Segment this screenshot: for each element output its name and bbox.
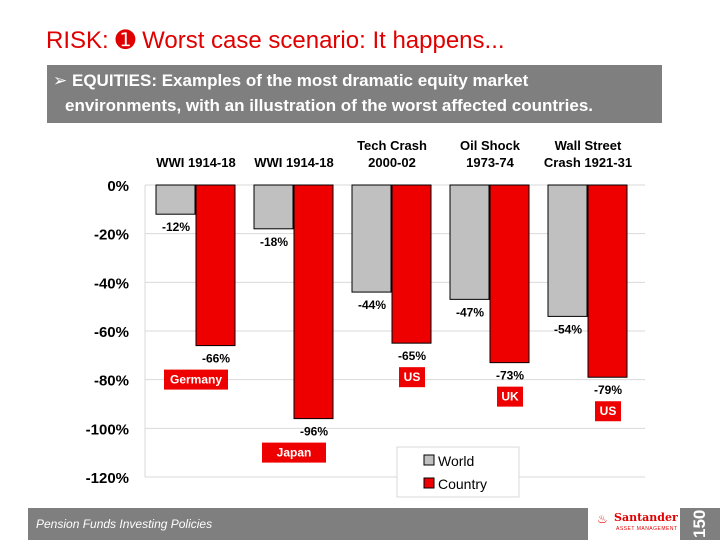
data-label: -73% [496, 369, 524, 383]
data-label: -18% [260, 235, 288, 249]
category-label: 2000-02 [368, 155, 416, 170]
legend-swatch [423, 454, 435, 466]
category-label: Wall Street [555, 138, 622, 153]
world-bar [253, 184, 294, 230]
category-label: WWI 1914-18 [254, 155, 333, 170]
data-label: -44% [358, 298, 386, 312]
country-tag-label: Germany [170, 373, 222, 387]
category-label: Oil Shock [460, 138, 521, 153]
world-bar [547, 184, 588, 317]
legend-swatch [423, 477, 435, 489]
data-label: -66% [202, 352, 230, 366]
data-label: -12% [162, 220, 190, 234]
footer-text: Pension Funds Investing Policies [36, 517, 213, 531]
slide-title: RISK: ➊ Worst case scenario: It happens.… [46, 27, 505, 54]
country-tag [262, 442, 326, 463]
logo-area [588, 508, 680, 540]
subtitle-banner: ➢ EQUITIES: Examples of the most dramati… [47, 65, 662, 123]
y-tick-label: -80% [94, 373, 129, 390]
country-tag [497, 386, 523, 407]
subtitle-line-2: environments, with an illustration of th… [65, 96, 594, 115]
drawdown-chart: 0% -20% -40% -60% -80% -100% -120% WWI 1914-18 -… [86, 138, 645, 498]
subtitle-line-1: ➢ EQUITIES: Examples of the most dramati… [53, 68, 662, 93]
subtitle-text-1: EQUITIES: Examples of the most dramatic … [71, 71, 529, 90]
arrow-bullet-icon: ➢ [53, 71, 68, 90]
country-tag-label: US [404, 370, 421, 384]
data-label: -54% [554, 322, 582, 336]
logo-subtitle: ASSET MANAGEMENT [616, 526, 678, 532]
y-tick-label: 0% [107, 178, 129, 195]
category-label: Crash 1921-31 [544, 155, 632, 170]
footer-bar [28, 508, 588, 540]
world-bar [351, 184, 392, 293]
data-label: -65% [398, 349, 426, 363]
category-label: 1973-74 [466, 155, 514, 170]
y-tick-label: -120% [86, 470, 129, 487]
country-tag [399, 367, 425, 388]
country-tag-label: US [600, 404, 617, 418]
data-label: -47% [456, 305, 484, 319]
data-label: -79% [594, 383, 622, 397]
category-label: WWI 1914-18 [156, 155, 235, 170]
country-bar [391, 184, 432, 344]
world-bar [155, 184, 196, 215]
category-label: Tech Crash [357, 138, 427, 153]
country-bar [489, 184, 530, 364]
y-tick-label: -60% [94, 324, 129, 341]
country-tag-label: Japan [277, 446, 312, 460]
legend-label: Country [438, 476, 487, 492]
y-tick-label: -20% [94, 227, 129, 244]
data-label: -96% [300, 425, 328, 439]
country-bar [587, 184, 628, 378]
country-tag-label: UK [501, 390, 519, 404]
country-tag [164, 369, 228, 390]
country-bar [293, 184, 334, 420]
world-bar [449, 184, 490, 300]
legend-label: World [438, 453, 474, 469]
anniversary-badge [680, 508, 720, 540]
anniversary-number: 150 [690, 509, 709, 538]
logo-name: Santander [614, 511, 678, 524]
y-tick-label: -40% [94, 275, 129, 292]
flame-logo-icon: ♨ [597, 512, 608, 526]
country-bar [195, 184, 236, 347]
country-tag [595, 401, 621, 422]
y-tick-label: -100% [86, 421, 129, 438]
legend-box [396, 446, 520, 498]
